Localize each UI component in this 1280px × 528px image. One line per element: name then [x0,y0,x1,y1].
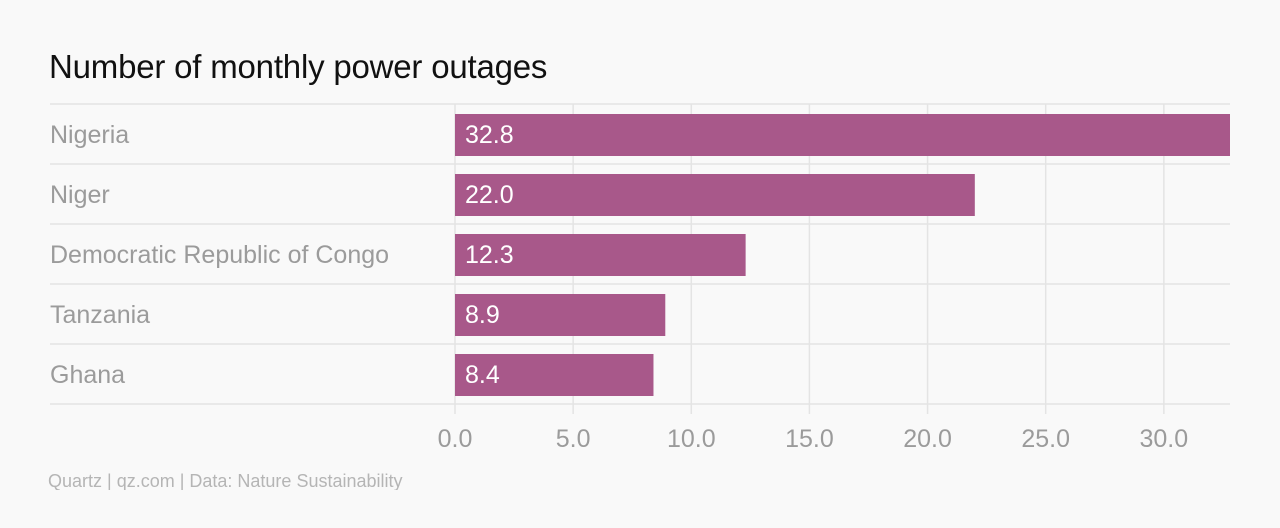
x-tick-label: 0.0 [438,425,473,453]
source-footer: Quartz | qz.com | Data: Nature Sustainab… [48,471,403,490]
data-label: 12.3 [465,241,514,269]
labels: Nigeria 32.8 Niger 22.0 Democratic Republic … [50,121,1188,453]
x-tick-label: 20.0 [903,425,952,453]
chart-title: Number of monthly power outages [49,48,548,85]
x-tick-label: 25.0 [1021,425,1070,453]
bar [455,114,1230,156]
bar [455,234,746,276]
bars [455,114,1230,396]
bar [455,294,666,336]
category-label: Niger [50,181,110,209]
category-label: Democratic Republic of Congo [50,241,389,269]
x-tick-label: 30.0 [1140,425,1189,453]
x-tick-label: 5.0 [556,425,591,453]
data-label: 8.4 [465,361,500,389]
category-label: Nigeria [50,121,129,149]
category-label: Ghana [50,361,125,389]
bar [455,354,654,396]
data-label: 22.0 [465,181,514,209]
x-tick-label: 10.0 [667,425,716,453]
data-label: 32.8 [465,121,514,149]
category-label: Tanzania [50,301,150,329]
x-tick-label: 15.0 [785,425,834,453]
bar [455,174,975,216]
data-label: 8.9 [465,301,500,329]
